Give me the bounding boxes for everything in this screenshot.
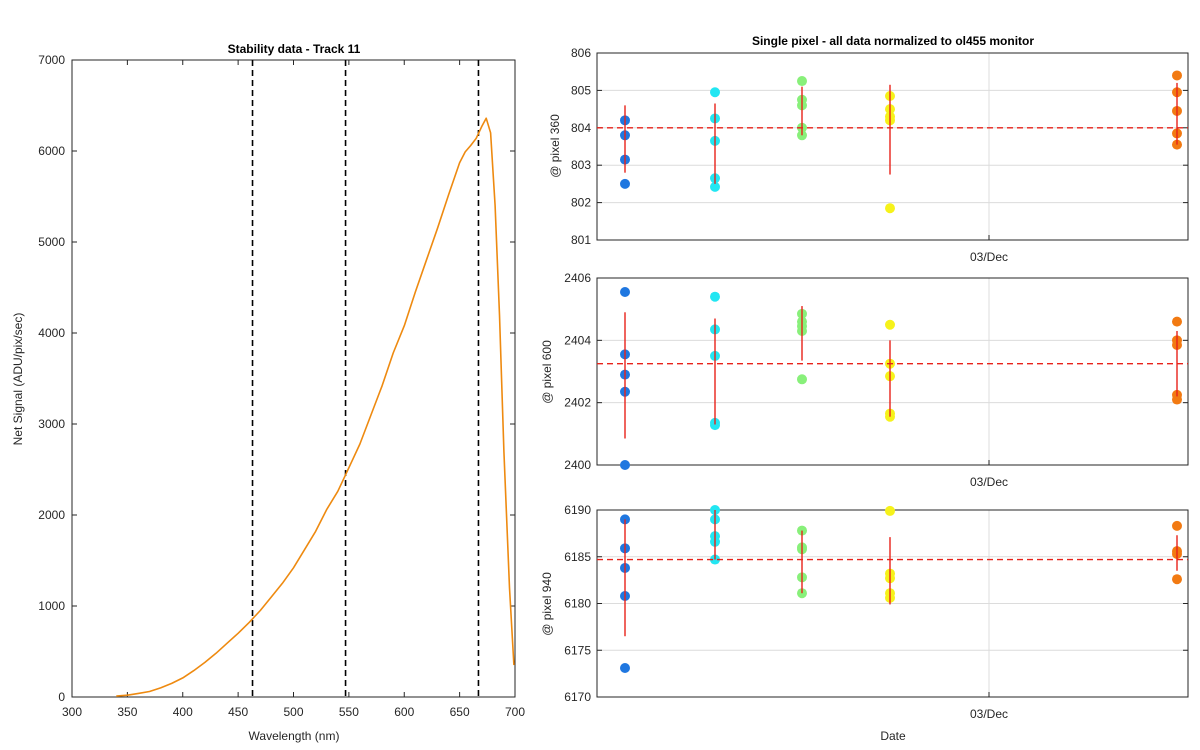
pixel-940-panel: 6170 6175 6180 6185 6190 03/Dec @ pixel 940 Dat… [540, 503, 1189, 743]
spectrum-x-axis-label: Wavelength (nm) [249, 729, 340, 743]
y-tick-label: 6180 [564, 597, 591, 611]
y-tick-label: 4000 [38, 326, 65, 340]
spectrum-line [116, 117, 515, 697]
y-tick-label: 5000 [38, 235, 65, 249]
y-tick-label: 2406 [564, 271, 591, 285]
date-x-axis-label: Date [880, 729, 906, 743]
pixel-360-y-axis-label: @ pixel 360 [548, 114, 562, 178]
date-tick-label: 03/Dec [970, 475, 1008, 489]
y-tick-label: 6185 [564, 550, 591, 564]
pixel-600-panel: 2400 2402 2404 2406 03/Dec @ pixel 600 [540, 271, 1189, 489]
y-tick-label: 805 [571, 83, 591, 97]
y-tick-label: 6000 [38, 144, 65, 158]
data-point [885, 203, 895, 214]
y-tick-label: 6170 [564, 690, 591, 704]
data-point [620, 287, 630, 298]
x-tick-label: 300 [62, 705, 82, 719]
data-point [797, 374, 807, 385]
spectrum-chart-title: Stability data - Track 11 [228, 42, 361, 56]
y-tick-label: 803 [571, 158, 591, 172]
data-point [620, 460, 630, 470]
y-tick-label: 804 [571, 121, 591, 135]
y-tick-label: 0 [58, 690, 65, 704]
y-tick-label: 3000 [38, 417, 65, 431]
x-tick-label: 400 [173, 705, 193, 719]
data-point [710, 181, 720, 192]
data-point [620, 178, 630, 189]
y-tick-label: 7000 [38, 53, 65, 67]
data-point [885, 505, 895, 516]
data-point [620, 663, 630, 674]
pixel-360-panel: 801 802 803 804 805 806 03/Dec Single pixel - a… [548, 34, 1189, 264]
date-tick-label: 03/Dec [970, 250, 1008, 264]
x-tick-label: 700 [505, 705, 525, 719]
y-tick-label: 2400 [564, 458, 591, 472]
data-point [1172, 574, 1182, 585]
scatter-plot-frame [596, 52, 1189, 241]
x-tick-label: 450 [228, 705, 248, 719]
data-point [1172, 520, 1182, 531]
data-point [1172, 70, 1182, 81]
spectrum-chart: 300 350 400 450 500 550 600 650 7000100020003000… [11, 42, 525, 743]
y-tick-label: 802 [571, 196, 591, 210]
y-tick-label: 801 [571, 233, 591, 247]
x-tick-label: 500 [283, 705, 303, 719]
x-tick-label: 600 [394, 705, 414, 719]
data-point [885, 319, 895, 330]
data-point [710, 291, 720, 302]
spectrum-y-axis-label: Net Signal (ADU/pix/sec) [11, 313, 25, 446]
spectrum-plot-area [71, 59, 516, 698]
y-tick-label: 2404 [564, 333, 591, 347]
y-tick-label: 806 [571, 46, 591, 60]
data-point [1172, 316, 1182, 327]
x-tick-label: 550 [339, 705, 359, 719]
scatter-plot-area [597, 278, 1188, 465]
data-point [797, 76, 807, 87]
data-point [710, 87, 720, 98]
data-point [710, 420, 720, 431]
data-point [1172, 394, 1182, 405]
pixel-940-y-axis-label: @ pixel 940 [540, 572, 554, 636]
y-tick-label: 2000 [38, 508, 65, 522]
y-tick-label: 6175 [564, 643, 591, 657]
y-tick-label: 6190 [564, 503, 591, 517]
scatter-plot-frame [596, 277, 1189, 466]
x-tick-label: 350 [117, 705, 137, 719]
scatter-panels-title: Single pixel - all data normalized to ol… [752, 34, 1034, 48]
y-tick-label: 2402 [564, 396, 591, 410]
date-tick-label: 03/Dec [970, 707, 1008, 721]
pixel-600-y-axis-label: @ pixel 600 [540, 340, 554, 404]
x-tick-label: 650 [450, 705, 470, 719]
y-tick-label: 1000 [38, 599, 65, 613]
